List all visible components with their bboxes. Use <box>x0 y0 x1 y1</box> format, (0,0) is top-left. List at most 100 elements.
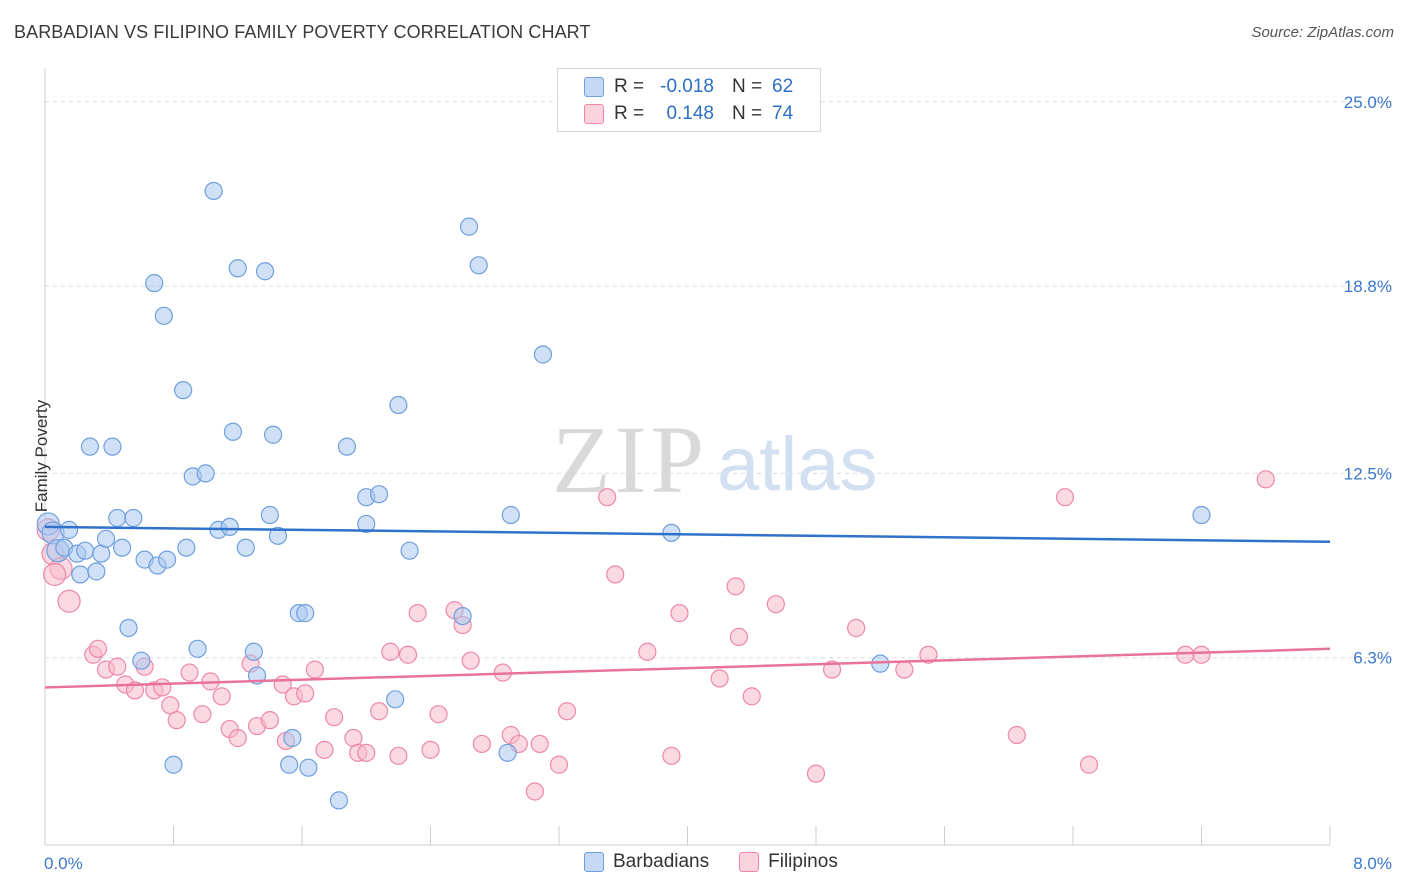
filipinos-points <box>36 470 1275 801</box>
barbadian-point <box>236 538 255 557</box>
filipino-point <box>919 645 938 664</box>
filipino-point <box>606 565 625 584</box>
filipino-point <box>125 681 145 700</box>
filipino-point <box>1176 645 1195 664</box>
barbadian-point <box>459 217 479 236</box>
barbadian-point <box>260 505 279 525</box>
barbadian-point <box>389 395 408 415</box>
barbadian-point <box>204 181 223 201</box>
barbadian-point <box>501 505 520 525</box>
filipino-point <box>549 755 569 774</box>
barbadian-point <box>386 690 405 709</box>
filipino-point <box>670 604 689 623</box>
filipino-point <box>472 734 491 754</box>
barbadian-point <box>96 529 116 548</box>
barbadian-point <box>132 651 151 670</box>
barbadian-point <box>164 755 183 774</box>
filipino-point <box>1055 488 1075 507</box>
barbadian-point <box>71 565 90 584</box>
filipino-point <box>57 589 81 613</box>
barbadian-point <box>1192 505 1211 525</box>
filipino-point <box>557 702 577 721</box>
barbadian-point <box>76 541 95 560</box>
legend-item-barbadians[interactable]: Barbadians <box>584 851 709 873</box>
barbadian-point <box>157 550 177 569</box>
filipinos-trendline <box>44 647 1331 689</box>
filipino-point <box>108 657 127 676</box>
filipino-point <box>530 734 549 754</box>
x-tick-label: 8.0% <box>1353 854 1392 873</box>
filipino-point <box>389 746 408 765</box>
filipino-point <box>729 627 749 646</box>
barbadian-point <box>119 618 138 638</box>
filipino-point <box>260 711 279 730</box>
barbadian-point <box>255 262 275 281</box>
legend-swatch-pink <box>739 852 760 872</box>
legend-swatch-pink <box>584 104 604 124</box>
barbadian-point <box>103 437 122 456</box>
barbadians-trendline <box>44 525 1331 544</box>
barbadian-point <box>357 514 376 534</box>
filipino-point <box>325 708 344 727</box>
filipino-point <box>370 702 389 721</box>
filipino-point <box>847 618 866 638</box>
barbadian-point <box>228 259 247 278</box>
tick-labels: 6.3% 12.5% 18.8% 25.0% 0.0% 8.0% <box>44 93 1392 873</box>
filipino-point <box>461 651 480 670</box>
filipino-point <box>153 678 172 697</box>
filipino-point <box>357 743 376 762</box>
legend-r-value: -0.018 <box>660 76 714 97</box>
barbadian-point <box>296 604 315 623</box>
barbadian-point <box>533 345 553 364</box>
barbadian-point <box>453 606 472 626</box>
filipino-point <box>1079 755 1099 774</box>
chart-title: BARBADIAN VS FILIPINO FAMILY POVERTY COR… <box>14 22 591 42</box>
legend-r-label: R = <box>614 76 645 97</box>
barbadian-point <box>87 562 106 581</box>
filipino-point <box>167 711 186 730</box>
gridlines <box>45 101 1392 659</box>
filipino-point <box>408 604 427 623</box>
barbadian-point <box>177 538 196 557</box>
barbadian-point <box>112 538 132 557</box>
barbadian-point <box>80 437 100 456</box>
barbadian-point <box>283 728 302 748</box>
filipino-point <box>296 684 315 703</box>
filipino-point <box>726 577 745 596</box>
barbadian-point <box>124 508 143 528</box>
barbadian-point <box>370 485 389 504</box>
filipino-point <box>766 595 785 614</box>
filipino-point <box>806 764 826 783</box>
barbadian-point <box>299 758 318 777</box>
barbadian-point <box>174 381 193 400</box>
legend-label-filipinos: Filipinos <box>768 851 838 872</box>
barbadian-point <box>220 517 239 537</box>
legend-r-label: R = <box>614 103 645 124</box>
barbadian-point <box>59 520 79 539</box>
x-tick-label: 0.0% <box>44 854 83 873</box>
filipino-point <box>1007 725 1026 745</box>
legend-r-value: 0.148 <box>666 103 714 124</box>
filipino-point <box>88 639 108 658</box>
barbadian-point <box>498 743 517 762</box>
filipino-point <box>1192 645 1211 664</box>
legend-swatch-blue <box>584 852 604 872</box>
filipino-point <box>212 687 231 706</box>
trendlines <box>44 525 1331 689</box>
filipino-point <box>193 705 212 724</box>
y-axis-label: Family Poverty <box>32 399 51 513</box>
filipino-point <box>895 660 914 679</box>
legend-item-filipinos[interactable]: Filipinos <box>739 851 838 873</box>
filipino-point <box>598 488 617 507</box>
watermark-atlas: atlas <box>717 422 878 507</box>
barbadian-point <box>196 464 215 483</box>
legend-swatch-blue <box>584 77 604 97</box>
legend-n-value: 62 <box>772 76 794 97</box>
legend-label-barbadians: Barbadians <box>613 851 710 872</box>
legend-n-label: N = <box>732 103 763 124</box>
y-tick-label: 25.0% <box>1344 93 1392 112</box>
legend-n-value: 74 <box>772 103 794 124</box>
axes <box>44 68 1331 846</box>
watermark: ZIP atlas <box>552 406 878 513</box>
